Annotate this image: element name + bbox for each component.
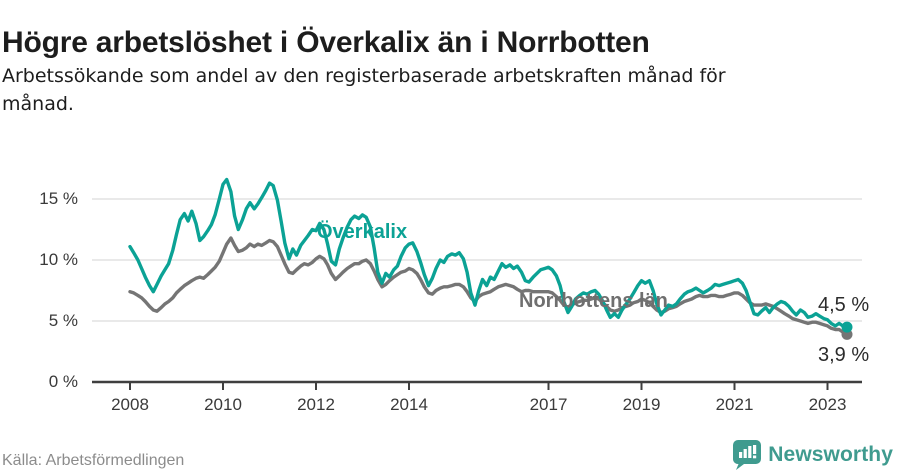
subtitle-line-1: Arbetssökande som andel av den registerb… (2, 65, 726, 87)
exclamation-dot (753, 455, 757, 459)
newsworthy-logo-icon (733, 440, 762, 470)
x-tick-label-2021: 2021 (715, 395, 754, 414)
y-tick-label-0: 0 % (48, 372, 78, 391)
y-tick-label-10: 10 % (39, 250, 78, 269)
series-end-dot-1 (841, 321, 853, 333)
exclamation-stem (753, 445, 757, 454)
newsworthy-logo: Newsworthy (732, 438, 893, 472)
x-tick-label-2019: 2019 (622, 395, 661, 414)
x-tick-label-2014: 2014 (390, 395, 428, 414)
series-line-1 (128, 177, 849, 329)
speech-bubble-shape (733, 440, 762, 470)
subtitle-line-2: månad. (2, 93, 74, 115)
x-tick-label-2017: 2017 (529, 395, 568, 414)
end-value-label-norrbotten: 3,9 % (818, 344, 870, 366)
bar-2 (743, 449, 748, 458)
bar-1 (739, 452, 743, 458)
x-tick-label-2012: 2012 (297, 395, 335, 414)
y-tick-label-5: 5 % (48, 311, 78, 330)
series-label-norrbotten: Norrbottens län (519, 290, 668, 312)
bar-3 (748, 446, 752, 458)
y-tick-label-15: 15 % (39, 189, 78, 208)
x-tick-label-2010: 2010 (204, 395, 242, 414)
source-note: Källa: Arbetsförmedlingen (2, 452, 185, 469)
end-value-label-overkalix: 4,5 % (818, 294, 870, 316)
brand-name: Newsworthy (768, 443, 893, 466)
chart-subtitle: Arbetssökande som andel av den registerb… (2, 62, 802, 118)
x-tick-label-2023: 2023 (808, 395, 847, 414)
x-tick-label-2008: 2008 (111, 395, 149, 414)
series-line-0 (128, 236, 849, 337)
page-title: Högre arbetslöshet i Överkalix än i Norr… (2, 26, 650, 60)
series-label-overkalix: Överkalix (317, 221, 408, 243)
